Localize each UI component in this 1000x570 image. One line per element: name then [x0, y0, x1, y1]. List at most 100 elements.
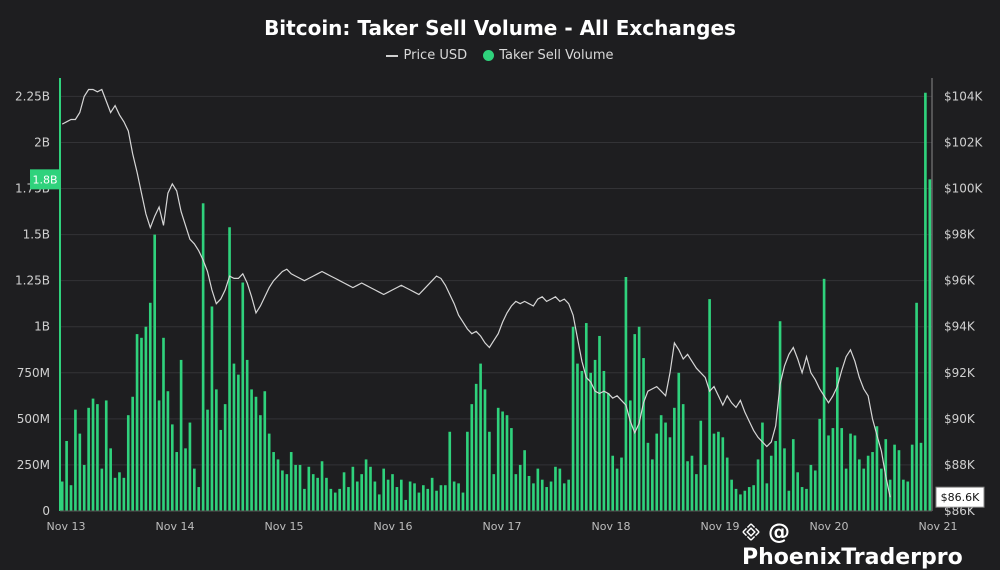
volume-bar [413, 483, 416, 511]
y-right-tick-label: $104K [944, 89, 984, 103]
volume-bar [452, 481, 456, 511]
volume-bar [752, 485, 755, 511]
volume-bar [69, 485, 73, 511]
volume-bar [144, 326, 148, 511]
volume-bar [87, 407, 90, 511]
volume-bar [369, 466, 372, 511]
legend-dot-swatch [483, 50, 495, 61]
volume-bar [593, 359, 597, 511]
volume-bar [104, 400, 108, 511]
volume-bar [197, 487, 201, 511]
volume-bar [219, 429, 223, 511]
y-left-tick-label: 250M [17, 458, 50, 472]
volume-bar [915, 302, 918, 511]
volume-bar [241, 282, 245, 511]
volume-bar [717, 431, 720, 511]
volume-bar [140, 337, 143, 511]
volume-bar [153, 234, 157, 512]
volume-bar [703, 464, 707, 511]
legend: Price USD Taker Sell Volume [0, 48, 1000, 63]
volume-bar [395, 487, 399, 511]
volume-bar [342, 472, 346, 511]
volume-bar [131, 396, 134, 511]
volume-bar [259, 415, 262, 511]
volume-bar [629, 400, 632, 511]
volume-bar [831, 428, 835, 511]
volume-bar [747, 487, 751, 511]
volume-bar [210, 306, 214, 511]
legend-line-swatch [386, 54, 399, 57]
volume-bar [620, 457, 623, 511]
volume-bar [391, 474, 394, 511]
volume-bar [179, 359, 183, 511]
volume-bar [862, 468, 866, 511]
volume-bar [316, 477, 319, 511]
volume-bar [690, 455, 694, 511]
volume-bar [893, 444, 896, 511]
volume-bar [708, 299, 711, 511]
legend-item-volume[interactable]: Taker Sell Volume [483, 48, 614, 63]
x-tick-label: Nov 16 [374, 520, 413, 533]
x-tick-label: Nov 17 [483, 520, 522, 533]
volume-bar [765, 483, 769, 511]
volume-bar [558, 468, 562, 511]
volume-bar [82, 464, 86, 511]
x-tick-label: Nov 13 [47, 520, 86, 533]
volume-bar [501, 411, 504, 511]
volume-bar [360, 474, 363, 511]
volume-badge-bg [30, 169, 60, 190]
y-right-tick-label: $90K [944, 412, 976, 426]
volume-bar [602, 370, 606, 511]
volume-bar [677, 372, 681, 511]
volume-bar [756, 459, 760, 511]
volume-bar [761, 422, 764, 511]
volume-bar [118, 472, 121, 511]
y-left-tick-label: 2B [34, 135, 50, 149]
volume-bar [311, 474, 315, 511]
volume-bar [800, 487, 804, 511]
volume-bar [527, 475, 531, 511]
volume-bar [461, 492, 465, 511]
volume-bar [783, 448, 786, 511]
x-tick-label: Nov 14 [156, 520, 195, 533]
volume-bar [496, 407, 500, 511]
y-left-tick-label: 1B [34, 320, 50, 334]
volume-bar [813, 470, 817, 511]
volume-bar [474, 383, 478, 511]
volume-bar [536, 468, 540, 511]
volume-bar [329, 488, 333, 511]
volume-bar [633, 334, 637, 511]
volume-bar [237, 374, 240, 511]
volume-bar [646, 442, 650, 511]
volume-bar [281, 470, 284, 511]
volume-bar [928, 179, 932, 511]
volume-bar [448, 431, 452, 511]
price-badge-bg [935, 486, 985, 508]
volume-bar [567, 479, 570, 511]
volume-bar [668, 437, 672, 511]
volume-bar [743, 490, 747, 511]
volume-bar [659, 415, 663, 511]
volume-bar [514, 474, 518, 511]
volume-bar [910, 444, 914, 511]
volume-bar [598, 335, 601, 511]
volume-bar [871, 452, 874, 511]
volume-bar [712, 433, 716, 511]
volume-bar [162, 337, 165, 511]
legend-item-price[interactable]: Price USD [386, 48, 467, 63]
volume-bar [408, 481, 412, 511]
volume-bar [492, 474, 496, 511]
volume-bar [426, 488, 430, 511]
volume-bar [78, 433, 82, 511]
volume-bar [532, 483, 535, 511]
volume-bar [906, 481, 910, 511]
volume-bar [175, 452, 179, 511]
volume-bar [721, 437, 725, 511]
volume-bar [113, 477, 117, 511]
volume-bar [681, 404, 685, 511]
volume-bar [201, 203, 205, 511]
volume-bar [276, 459, 280, 511]
volume-bar [184, 448, 187, 511]
volume-bar [554, 466, 557, 511]
